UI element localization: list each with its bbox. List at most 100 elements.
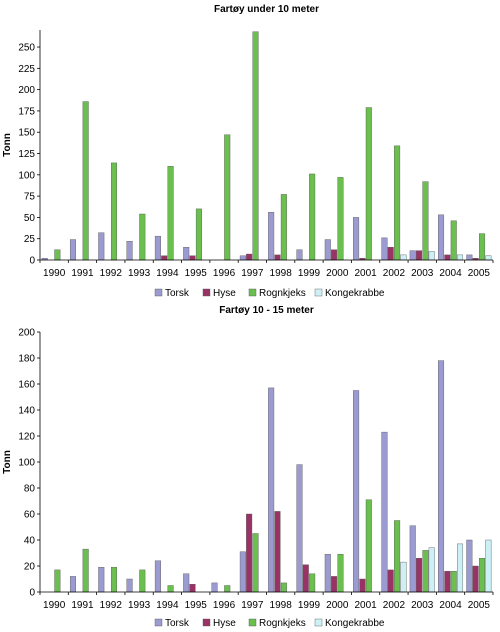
bar-torsk-1997 bbox=[239, 551, 246, 593]
bar-torsk-1998 bbox=[268, 387, 275, 593]
x-tick-label: 1993 bbox=[128, 268, 151, 279]
x-tick-label: 1997 bbox=[241, 600, 264, 611]
bar-torsk-1994 bbox=[154, 560, 161, 593]
bar-rognkjeks-1999 bbox=[309, 173, 316, 261]
bar-torsk-1995 bbox=[183, 247, 190, 261]
x-tick-label: 1992 bbox=[100, 600, 123, 611]
legend-swatch-kongekrabbe bbox=[314, 288, 323, 297]
bar-rognkjeks-1993 bbox=[139, 213, 146, 261]
bar-hyse-1995 bbox=[189, 255, 196, 261]
x-tick-label: 1992 bbox=[100, 268, 123, 279]
y-tick-label: 25 bbox=[24, 234, 36, 245]
bar-torsk-2005 bbox=[466, 539, 473, 593]
y-axis-label: Tonn bbox=[2, 133, 13, 157]
legend-swatch-torsk bbox=[154, 288, 163, 297]
bar-kongekrabbe-2005 bbox=[485, 255, 492, 261]
x-tick-label: 2005 bbox=[468, 600, 491, 611]
y-tick-label: 225 bbox=[18, 64, 35, 75]
x-tick-label: 1999 bbox=[298, 600, 321, 611]
y-tick-label: 75 bbox=[24, 192, 36, 203]
bar-rognkjeks-1992 bbox=[110, 162, 117, 261]
chart-title: Fartøy under 10 meter bbox=[214, 4, 319, 15]
chart-2: Fartøy 10 - 15 meter Tonn 0 20 40 60 80 100 120 1… bbox=[2, 305, 494, 629]
bar-torsk-2002 bbox=[381, 237, 388, 261]
x-tick-label: 2002 bbox=[383, 268, 406, 279]
bar-torsk-2005 bbox=[466, 254, 473, 261]
x-tick-label: 1990 bbox=[43, 600, 66, 611]
bar-torsk-2004 bbox=[438, 360, 445, 593]
bar-hyse-2002 bbox=[387, 569, 394, 593]
x-tick-label: 1994 bbox=[156, 268, 179, 279]
bar-hyse-2002 bbox=[387, 247, 394, 261]
legend-swatch-kongekrabbe bbox=[314, 618, 323, 627]
x-tick-label: 2005 bbox=[468, 268, 491, 279]
bar-kongekrabbe-2003 bbox=[428, 547, 435, 593]
bar-kongekrabbe-2004 bbox=[457, 254, 464, 261]
bar-hyse-1994 bbox=[161, 255, 168, 261]
bar-rognkjeks-1992 bbox=[110, 567, 117, 593]
legend-swatch-rognkjeks bbox=[248, 618, 257, 627]
y-tick-label: 250 bbox=[18, 43, 35, 54]
bar-torsk-1995 bbox=[183, 573, 190, 593]
y-tick-label: 120 bbox=[18, 432, 35, 443]
bar-rognkjeks-1994 bbox=[167, 585, 174, 593]
bar-kongekrabbe-2002 bbox=[400, 561, 407, 593]
legend-swatch-hyse bbox=[202, 618, 211, 627]
bar-torsk-1993 bbox=[126, 241, 133, 261]
legend-label-hyse: Hyse bbox=[213, 618, 236, 629]
x-tick-label: 1999 bbox=[298, 268, 321, 279]
legend-label-kongekrabbe: Kongekrabbe bbox=[325, 288, 385, 299]
chart-title: Fartøy 10 - 15 meter bbox=[219, 305, 314, 316]
bar-rognkjeks-2002 bbox=[394, 145, 401, 261]
bar-rognkjeks-2002 bbox=[394, 520, 401, 593]
bar-torsk-1991 bbox=[69, 576, 76, 593]
x-tick-label: 2004 bbox=[439, 600, 462, 611]
x-tick-label: 1995 bbox=[185, 600, 208, 611]
bar-hyse-2004 bbox=[444, 254, 451, 261]
y-tick-label: 200 bbox=[18, 328, 35, 339]
bar-torsk-1999 bbox=[296, 464, 303, 593]
bar-hyse-1998 bbox=[274, 511, 281, 593]
bar-rognkjeks-2004 bbox=[450, 220, 457, 261]
y-tick-label: 60 bbox=[24, 510, 36, 521]
bar-torsk-2003 bbox=[409, 525, 416, 593]
bar-rognkjeks-2005 bbox=[479, 558, 486, 593]
bar-rognkjeks-1993 bbox=[139, 569, 146, 593]
bar-torsk-2000 bbox=[324, 239, 331, 261]
x-tick-label: 1991 bbox=[71, 600, 94, 611]
x-tick-label: 1995 bbox=[185, 268, 208, 279]
x-tick-label: 1998 bbox=[270, 600, 293, 611]
y-tick-label: 50 bbox=[24, 213, 36, 224]
bar-hyse-2003 bbox=[416, 558, 423, 593]
bar-torsk-1999 bbox=[296, 249, 303, 261]
bar-torsk-1994 bbox=[154, 235, 161, 261]
bar-torsk-2004 bbox=[438, 214, 445, 261]
bar-hyse-2001 bbox=[359, 578, 366, 593]
bar-rognkjeks-2005 bbox=[479, 233, 486, 261]
bar-hyse-1995 bbox=[189, 584, 196, 593]
bar-hyse-2004 bbox=[444, 571, 451, 593]
x-tick-label: 2002 bbox=[383, 600, 406, 611]
bar-rognkjeks-2001 bbox=[365, 107, 372, 261]
legend: Torsk Hyse Rognkjeks Kongekrabbe bbox=[154, 288, 385, 299]
x-tick-label: 1991 bbox=[71, 268, 94, 279]
bar-torsk-2001 bbox=[353, 390, 360, 593]
x-tick-label: 2004 bbox=[439, 268, 462, 279]
y-tick-label: 125 bbox=[18, 149, 35, 160]
bar-torsk-1996 bbox=[211, 582, 218, 593]
legend-swatch-rognkjeks bbox=[248, 288, 257, 297]
y-tick-label: 20 bbox=[24, 562, 36, 573]
bar-rognkjeks-1991 bbox=[82, 101, 89, 261]
bar-hyse-2000 bbox=[331, 576, 338, 593]
x-tick-label: 1990 bbox=[43, 268, 66, 279]
y-tick-label: 180 bbox=[18, 354, 35, 365]
legend-label-kongekrabbe: Kongekrabbe bbox=[325, 618, 385, 629]
x-tick-label: 2000 bbox=[326, 268, 349, 279]
x-tick-label: 2003 bbox=[411, 600, 434, 611]
x-tick-label: 1994 bbox=[156, 600, 179, 611]
chart-1: Fartøy under 10 meter Tonn 0 25 50 75 100 125 15… bbox=[2, 4, 494, 299]
legend-label-rognkjeks: Rognkjeks bbox=[259, 288, 306, 299]
y-tick-label: 0 bbox=[29, 256, 35, 267]
bar-rognkjeks-1995 bbox=[195, 208, 202, 261]
